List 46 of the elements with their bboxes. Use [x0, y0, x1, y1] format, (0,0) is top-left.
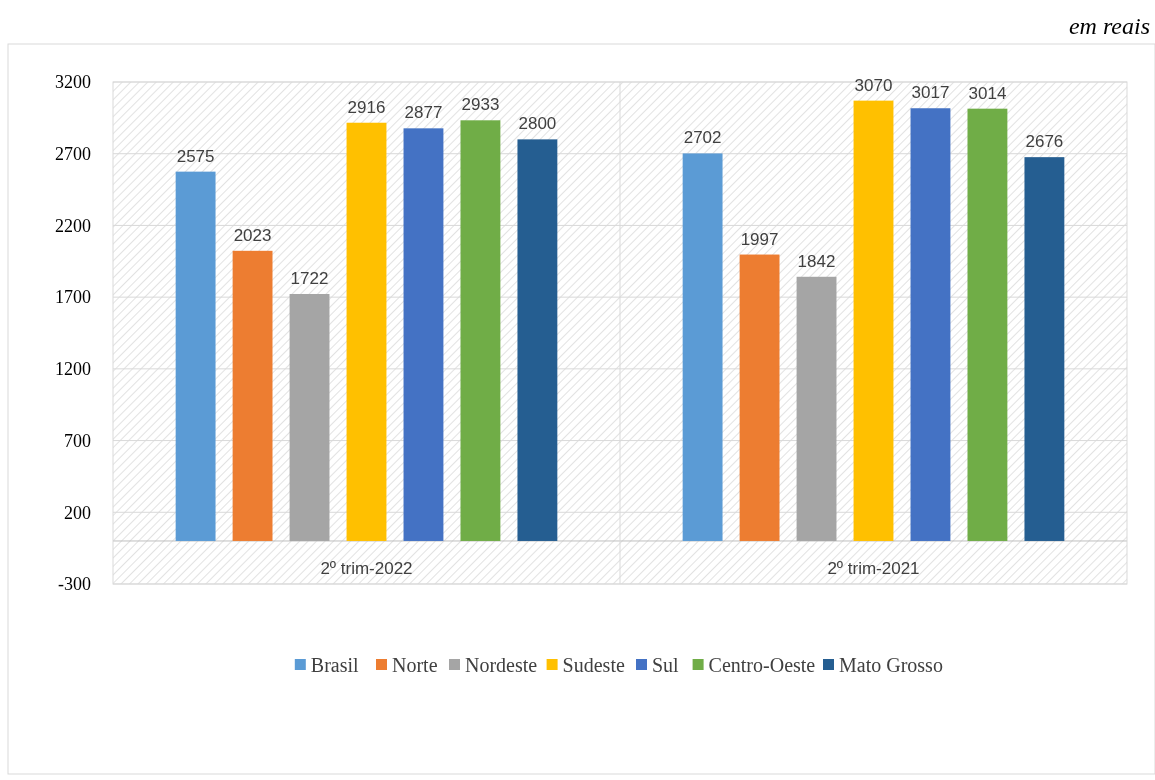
- y-tick-label: 2200: [55, 215, 91, 236]
- legend-label: Sudeste: [562, 654, 625, 676]
- bar: [403, 128, 444, 541]
- data-label: 2800: [518, 114, 557, 134]
- legend-label: Nordeste: [465, 654, 538, 676]
- y-tick-label: -300: [58, 574, 91, 595]
- bar: [796, 276, 837, 541]
- bar: [1024, 157, 1065, 541]
- y-tick-label: 3200: [55, 72, 91, 93]
- data-label: 1722: [290, 268, 329, 288]
- data-label: 1997: [740, 229, 779, 249]
- data-label: 1842: [797, 251, 836, 271]
- legend-label: Centro-Oeste: [708, 654, 816, 676]
- x-tick-label: 2º trim-2022: [320, 558, 413, 578]
- y-tick-label: 2700: [55, 144, 91, 165]
- y-tick-label: 700: [64, 430, 91, 451]
- bar: [232, 250, 273, 541]
- data-label: 3014: [968, 83, 1007, 103]
- data-label: 2023: [233, 225, 272, 245]
- bar: [460, 120, 501, 541]
- data-label: 2877: [404, 103, 443, 123]
- legend-label: Norte: [392, 654, 438, 676]
- data-label: 2575: [176, 146, 215, 166]
- legend-label: Brasil: [310, 654, 360, 676]
- bar: [175, 171, 216, 541]
- data-label: 2933: [461, 95, 500, 115]
- y-tick-label: 1700: [55, 287, 91, 308]
- data-label: 3070: [854, 75, 893, 95]
- y-tick-label: 200: [64, 502, 91, 523]
- bar: [517, 139, 558, 541]
- bar: [682, 153, 723, 541]
- y-tick-label: 1200: [55, 359, 91, 380]
- text: em reais: [1068, 13, 1150, 39]
- bar: [967, 108, 1008, 541]
- data-label: 3017: [911, 83, 950, 103]
- bar: [910, 108, 951, 541]
- legend-label: Sul: [652, 654, 680, 676]
- bar: [739, 254, 780, 541]
- data-label: 2702: [683, 128, 722, 148]
- bar: [853, 100, 894, 541]
- data-label: 2916: [347, 97, 386, 117]
- data-label: 2676: [1025, 132, 1064, 152]
- x-tick-label: 2º trim-2021: [827, 558, 920, 578]
- legend-label: Mato Grosso: [839, 654, 943, 676]
- bar: [346, 122, 387, 541]
- bar: [289, 293, 330, 541]
